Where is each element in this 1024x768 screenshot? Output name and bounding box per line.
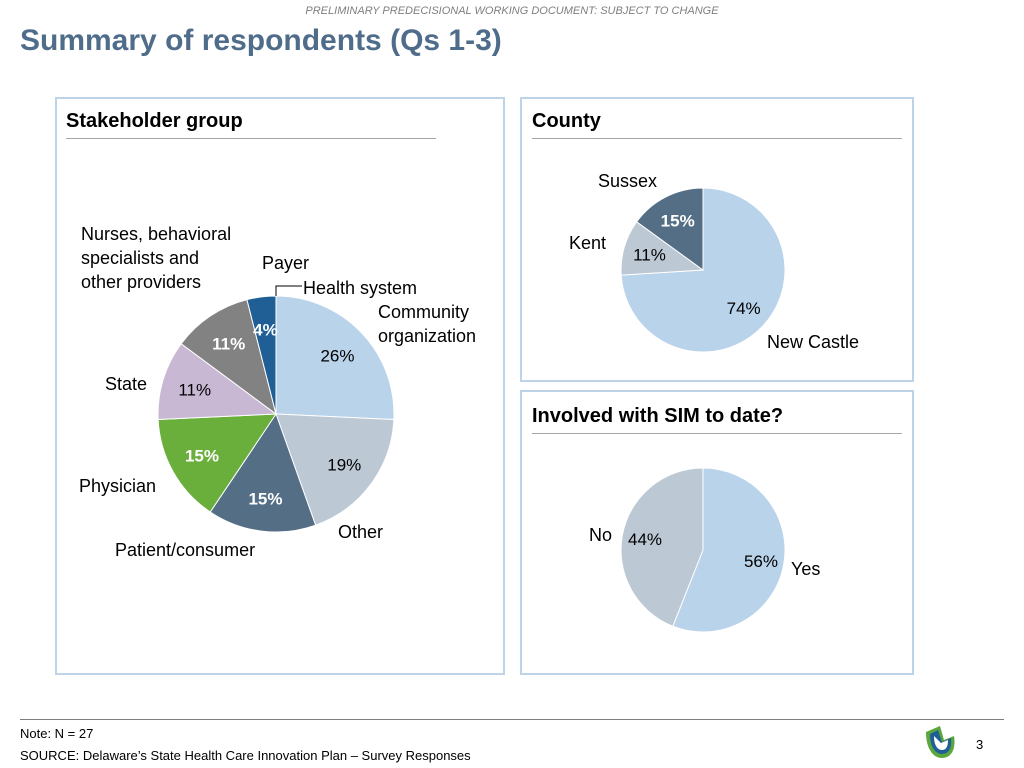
category-label-state: State (105, 374, 147, 394)
stakeholder-slice-3 (157, 413, 277, 513)
stakeholder-slice-0 (275, 295, 395, 421)
stakeholder-value-label-2: 15% (248, 489, 282, 508)
category-label-payer: Payer (262, 253, 309, 273)
stakeholder-heading-rule (66, 138, 436, 139)
stakeholder-slice-4 (157, 343, 278, 421)
document-status-banner: PRELIMINARY PREDECISIONAL WORKING DOCUME… (305, 5, 719, 17)
page-title: Summary of respondents (Qs 1-3) (20, 24, 502, 57)
county-value-label-0: 74% (727, 299, 761, 318)
sim-slice-1 (620, 467, 704, 627)
county-pie: 74% 11% 15% (620, 187, 786, 353)
sim-heading: Involved with SIM to date? (532, 405, 784, 427)
sim-value-label-1: 44% (628, 530, 662, 549)
sim-value-label-0: 56% (744, 552, 778, 571)
category-label-nurses-2: specialists and (81, 248, 199, 268)
source-note: SOURCE: Delaware’s State Health Care Inn… (20, 748, 471, 763)
sim-heading-rule (532, 433, 902, 434)
category-label-nurses-3: other providers (81, 272, 201, 292)
sim-slice-0 (672, 467, 786, 633)
footer-rule (20, 719, 1004, 720)
county-heading-rule (532, 138, 902, 139)
stakeholder-value-label-5: 11% (212, 334, 245, 353)
stakeholder-value-label-0: 26% (320, 346, 354, 365)
stakeholder-pie: 26% 19% 15% 15% 11% 11% 4% (157, 295, 395, 533)
category-label-community-2: organization (378, 326, 476, 346)
stakeholder-value-label-3: 15% (185, 447, 219, 466)
category-label-community-1: Community (378, 302, 469, 322)
county-label-sussex: Sussex (598, 171, 657, 191)
category-label-nurses-1: Nurses, behavioral (81, 224, 231, 244)
stakeholder-value-label-6: 4% (253, 321, 278, 340)
county-slice-2 (635, 187, 704, 271)
footnote: Note: N = 27 (20, 726, 94, 741)
county-label-new-castle: New Castle (767, 332, 859, 352)
category-label-physician: Physician (79, 476, 156, 496)
stakeholder-value-label-1: 19% (327, 456, 361, 475)
health-system-leader-line (275, 285, 302, 296)
county-value-label-1: 11% (633, 245, 666, 264)
stakeholder-slice-2 (209, 412, 317, 533)
page-number: 3 (976, 737, 984, 752)
category-label-health-system: Health system (303, 278, 417, 298)
county-heading: County (532, 110, 601, 132)
sim-label-no: No (589, 525, 612, 545)
county-label-kent: Kent (569, 233, 606, 253)
sim-label-yes: Yes (791, 559, 820, 579)
stakeholder-heading: Stakeholder group (66, 110, 243, 132)
delaware-logo-icon (926, 726, 955, 758)
stakeholder-slice-5 (180, 299, 277, 416)
stakeholder-value-label-4: 11% (178, 380, 211, 399)
sim-pie: 56% 44% (620, 467, 786, 633)
stakeholder-slice-1 (275, 413, 395, 526)
category-label-patient: Patient/consumer (115, 540, 255, 560)
category-label-other: Other (338, 522, 383, 542)
county-value-label-2: 15% (661, 211, 695, 230)
